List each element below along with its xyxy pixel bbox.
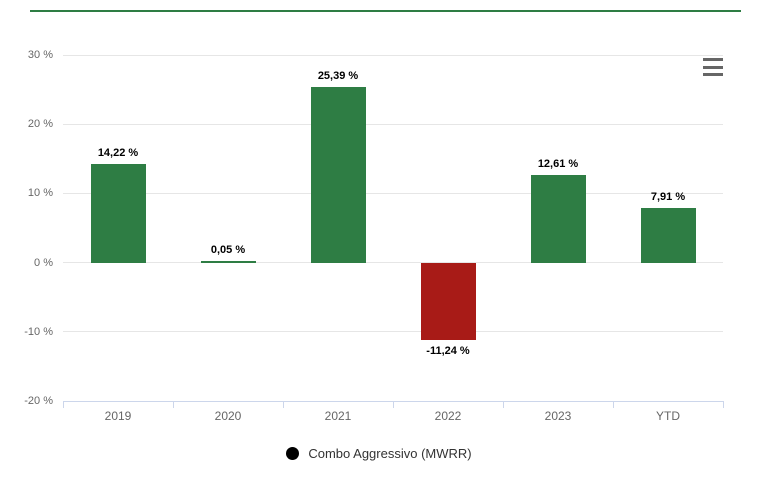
circle-icon: [286, 446, 300, 460]
x-axis-category-label: YTD: [656, 409, 680, 423]
data-label: 12,61 %: [537, 158, 579, 171]
x-axis-tick: [393, 401, 394, 408]
x-axis-tick: [503, 401, 504, 408]
bar-YTD[interactable]: [640, 207, 696, 263]
x-axis-category-label: 2019: [104, 409, 132, 423]
y-axis-tick-label: -10 %: [24, 325, 53, 338]
bar-2022[interactable]: [420, 262, 476, 341]
y-gridline: [63, 123, 723, 125]
data-label: -11,24 %: [426, 345, 470, 358]
data-label: 14,22 %: [97, 147, 139, 160]
bar-2023[interactable]: [530, 175, 586, 263]
data-label: 0,05 %: [210, 243, 246, 256]
data-label: 7,91 %: [650, 190, 686, 203]
x-axis-category-label: 2020: [214, 409, 242, 423]
bar-2020[interactable]: [200, 260, 256, 263]
top-accent-line: [30, 10, 741, 12]
y-gridline: [63, 192, 723, 194]
x-axis-category-label: 2023: [544, 409, 572, 423]
bar-2019[interactable]: [90, 164, 146, 263]
y-axis-tick-label: -20 %: [24, 395, 53, 407]
data-label: 25,39 %: [317, 69, 359, 82]
x-axis-category-label: 2021: [324, 409, 352, 423]
x-axis-tick: [173, 401, 174, 408]
y-axis-tick-label: 20 %: [27, 118, 53, 131]
chart-context-menu-button[interactable]: [700, 56, 726, 78]
bar-2021[interactable]: [310, 86, 366, 263]
x-axis-tick: [283, 401, 284, 408]
x-axis-category-label: 2022: [434, 409, 462, 423]
y-axis-tick-label: 10 %: [27, 187, 53, 200]
y-gridline: [63, 262, 723, 264]
hamburger-menu-icon: [703, 58, 723, 61]
x-axis-tick: [63, 401, 64, 408]
hamburger-menu-icon: [703, 73, 723, 76]
y-axis-tick-label: 0 %: [34, 256, 53, 269]
x-axis-tick: [723, 401, 724, 408]
legend-item-combo-aggressivo[interactable]: Combo Aggressivo (MWRR): [0, 443, 758, 463]
y-gridline: [63, 54, 723, 56]
y-axis-tick-label: 30 %: [27, 49, 53, 61]
x-axis-tick: [613, 401, 614, 408]
legend-label: Combo Aggressivo (MWRR): [308, 445, 472, 461]
hamburger-menu-icon: [703, 65, 723, 69]
y-gridline: [63, 331, 723, 333]
